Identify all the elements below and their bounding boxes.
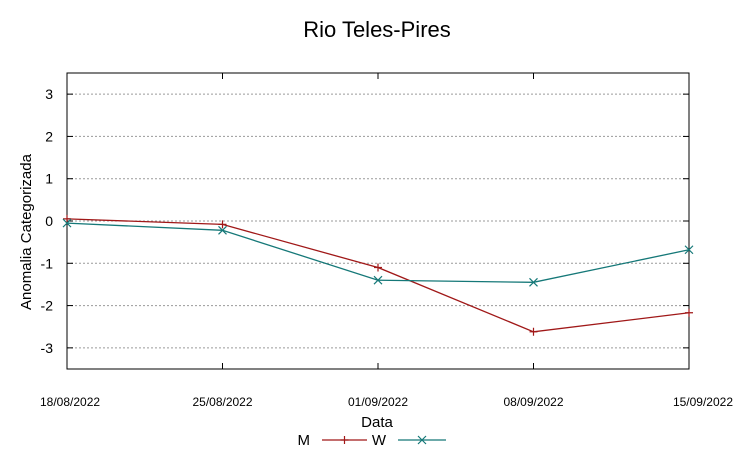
data-point	[529, 277, 538, 287]
legend-label: M	[298, 432, 311, 449]
series-line	[66, 218, 690, 333]
series-m	[63, 214, 693, 336]
data-point	[374, 263, 382, 272]
data-point	[373, 275, 383, 285]
y-tick-label: -3	[41, 340, 54, 356]
x-axis: 18/08/2022 25/08/2022 01/09/2022 08/09/2022…	[40, 73, 733, 409]
legend-label: W	[372, 432, 387, 449]
legend-item-m: M	[298, 432, 367, 449]
x-axis-label: Data	[361, 414, 393, 431]
y-tick-label: -1	[41, 255, 54, 271]
data-point	[63, 214, 71, 223]
data-point	[529, 327, 538, 336]
data-point	[62, 218, 72, 228]
legend-marker	[340, 436, 349, 444]
y-tick-label: 2	[45, 128, 53, 144]
legend-item-w: W	[372, 432, 446, 449]
data-point	[685, 308, 693, 317]
y-tick-label: -2	[41, 298, 54, 314]
x-tick-label: 08/09/2022	[503, 395, 563, 409]
y-axis: 3 2 1 0 -1 -2 -3	[41, 86, 689, 356]
legend-marker	[417, 435, 427, 445]
y-axis-label: Anomalia Categorizada	[18, 153, 35, 310]
y-tick-label: 3	[45, 86, 53, 102]
x-tick-label: 18/08/2022	[40, 395, 100, 409]
series-line	[66, 222, 690, 283]
grid-lines	[67, 93, 689, 349]
x-tick-label: 01/09/2022	[348, 395, 408, 409]
x-tick-label: 15/09/2022	[673, 395, 733, 409]
data-point	[684, 245, 694, 255]
y-tick-label: 1	[45, 171, 53, 187]
series-group	[62, 214, 694, 336]
chart-title: Rio Teles-Pires	[303, 17, 451, 42]
series-w	[62, 218, 694, 287]
data-point	[218, 225, 227, 235]
y-tick-label: 0	[45, 213, 53, 229]
data-point	[218, 220, 227, 229]
x-tick-label: 25/08/2022	[192, 395, 252, 409]
